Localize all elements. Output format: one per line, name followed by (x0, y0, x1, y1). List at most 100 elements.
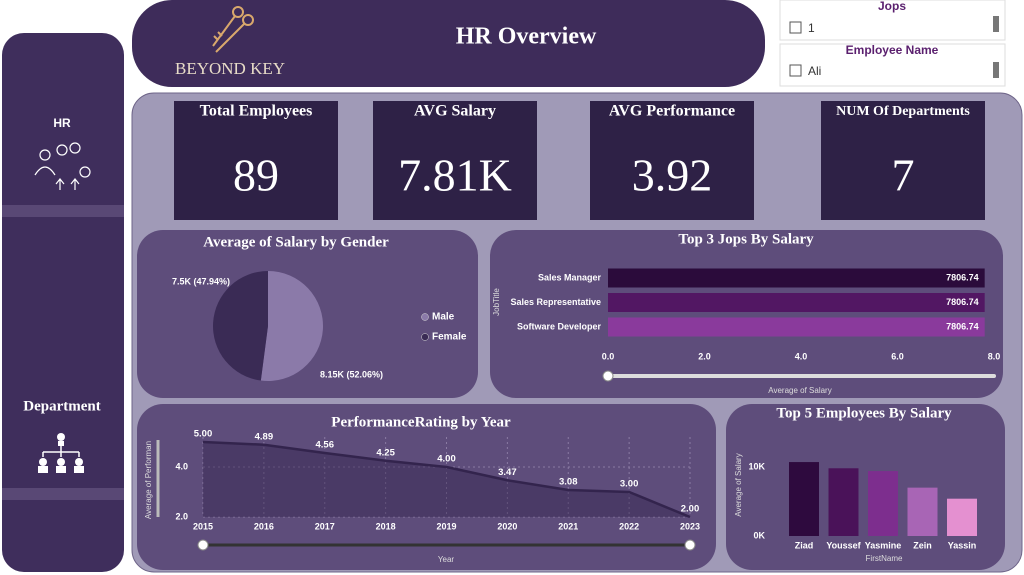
kpi-card (174, 101, 338, 220)
area (203, 442, 690, 517)
data-label: 7.5K (47.94%) (172, 276, 230, 286)
slider-handle[interactable] (684, 539, 696, 551)
header (132, 0, 765, 87)
x-axis-label: Average of Salary (768, 386, 831, 395)
data-label: 4.56 (316, 440, 335, 451)
slicer-option[interactable]: 1 (808, 21, 815, 35)
nav-divider (2, 488, 124, 500)
bar (789, 462, 819, 536)
y-tick-label: 4.0 (175, 461, 188, 471)
chart-panel (137, 404, 716, 570)
x-tick-label: 2015 (193, 521, 213, 531)
hr-icon (34, 142, 91, 190)
x-tick-label: 0.0 (602, 351, 615, 361)
y-tick-label: Sales Representative (510, 297, 601, 307)
slider-handle[interactable] (602, 370, 614, 382)
kpi-card (373, 101, 537, 220)
bar (608, 293, 985, 312)
bar (907, 487, 938, 536)
x-tick-label: 8.0 (988, 351, 1001, 361)
x-tick-label: 2.0 (698, 351, 711, 361)
y-tick-label: 2.0 (175, 511, 188, 521)
page-title: HR Overview (456, 24, 597, 50)
x-tick-label: 2019 (436, 521, 456, 531)
checkbox[interactable] (789, 21, 802, 34)
nav-panel (2, 33, 124, 572)
x-tick-label: Zein (913, 540, 932, 550)
kpi-value: 7.81K (398, 150, 512, 201)
department-icon (38, 433, 84, 473)
legend-label: Female (432, 332, 467, 343)
slicer-option[interactable]: Ali (808, 64, 821, 78)
data-label: 3.08 (559, 477, 578, 488)
x-axis-label: Year (438, 555, 455, 564)
y-tick-label: 10K (748, 461, 765, 471)
pie-slice (213, 271, 268, 381)
y-tick-label: 0K (753, 530, 765, 540)
x-axis-label: FirstName (866, 554, 903, 563)
logo-text: BEYOND KEY (175, 59, 285, 78)
data-label: 4.89 (255, 431, 274, 442)
bar (828, 468, 859, 536)
data-label: 8.15K (52.06%) (320, 369, 383, 379)
x-tick-label: Youssef (826, 540, 861, 550)
x-tick-label: 2016 (254, 521, 274, 531)
x-tick-label: Yassin (948, 540, 977, 550)
kpi-value: 89 (233, 150, 279, 201)
chart-title: Average of Salary by Gender (203, 234, 389, 250)
line (202, 440, 691, 519)
x-tick-label: 6.0 (891, 351, 904, 361)
legend-marker (421, 333, 429, 341)
kpi-label: AVG Salary (414, 103, 496, 120)
kpi-label: Total Employees (200, 103, 313, 120)
kpi-value: 3.92 (632, 150, 713, 201)
scrollbar[interactable] (993, 16, 999, 32)
chart-title: Top 3 Jops By Salary (678, 231, 814, 247)
bar (608, 317, 985, 337)
slicer-title: Jops (878, 0, 906, 13)
bar (608, 268, 985, 288)
x-tick-label: 4.0 (795, 351, 808, 361)
logo-icon (212, 6, 254, 53)
x-tick-label: 2020 (497, 521, 517, 531)
scrollbar[interactable] (993, 62, 999, 78)
pie-slice (260, 271, 324, 382)
y-axis-label: Average of Performan (144, 441, 153, 519)
x-tick-label: 2023 (680, 521, 700, 531)
nav-item[interactable]: Department (23, 398, 100, 414)
kpi-card (590, 101, 754, 220)
x-tick-label: 2018 (376, 521, 396, 531)
slicer[interactable] (779, 43, 1006, 87)
legend-marker (421, 313, 429, 321)
data-label: 7806.74 (946, 297, 979, 307)
x-tick-label: Yasmine (865, 540, 902, 550)
data-label: 7806.74 (946, 321, 979, 331)
data-label: 2.00 (681, 504, 700, 515)
x-tick-label: Ziad (795, 540, 814, 550)
slicer-title: Employee Name (846, 43, 939, 57)
nav-item[interactable]: HR (53, 116, 71, 130)
nav-divider (2, 205, 124, 217)
x-tick-label: 2017 (315, 521, 335, 531)
legend-label: Male (432, 312, 455, 323)
y-tick-label: Software Developer (517, 321, 602, 331)
kpi-label: NUM Of Departments (836, 104, 970, 119)
data-label: 4.00 (437, 454, 456, 465)
bar (947, 498, 977, 536)
bar (868, 471, 898, 536)
kpi-label: AVG Performance (609, 103, 735, 120)
kpi-card (821, 101, 985, 220)
y-axis-label: Average of Salary (734, 453, 743, 516)
chart-panel (490, 230, 1003, 398)
y-axis-label: JobTitle (492, 288, 501, 316)
data-label: 4.25 (376, 447, 395, 458)
kpi-value: 7 (892, 150, 915, 201)
slicer[interactable] (779, 0, 1006, 41)
chart-title: Top 5 Employees By Salary (776, 405, 952, 421)
slider-handle[interactable] (197, 539, 209, 551)
checkbox[interactable] (789, 64, 802, 77)
chart-title: PerformanceRating by Year (331, 414, 511, 430)
x-tick-label: 2021 (558, 521, 578, 531)
x-tick-label: 2022 (619, 521, 639, 531)
